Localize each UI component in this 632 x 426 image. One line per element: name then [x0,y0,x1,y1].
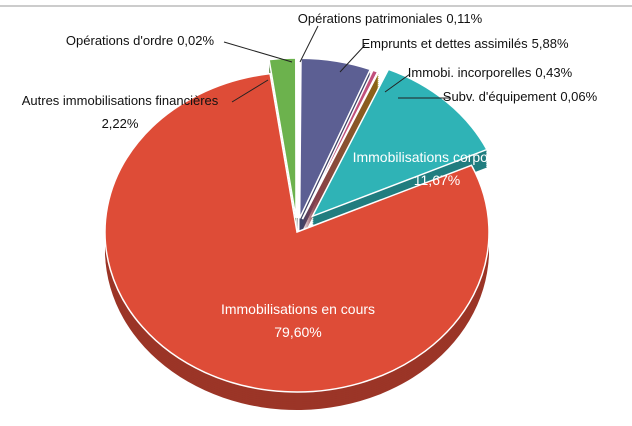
value-label: 0,11% [446,11,482,26]
category-label: Opérations d'ordre [66,33,173,48]
value-label: 5,88% [532,36,569,51]
value-label: 0,06% [560,89,597,104]
value-label: 0,02% [177,33,214,48]
category-label: Immobilisations corporelles [353,149,522,165]
category-label: Autres immobilisations financières [22,93,219,108]
slice-label: Emprunts et dettes assimilés 5,88% [361,36,568,51]
leader-line [231,79,269,103]
category-label: Immobi. incorporelles [408,65,532,80]
slice [310,68,488,218]
value-label: 11,67% [414,172,460,188]
leader-line [223,41,293,63]
slice [301,71,380,220]
slice-side [302,83,379,232]
labels: Opérations patrimoniales 0,11% Emprunts et… [22,11,598,339]
pie [104,57,490,410]
slice-label: Autres immobilisations financières 2,22% [22,93,219,131]
value-label: 2,22% [102,116,139,131]
slice [268,57,297,219]
slice-side [302,73,379,222]
slice-label: Immobilisations corporelles 11,67% [353,149,522,188]
slice-label: Opérations d'ordre 0,02% [66,33,215,48]
category-label: Emprunts et dettes assimilés [361,36,528,51]
slice [104,72,490,393]
slice-label: Opérations patrimoniales 0,11% [298,11,483,26]
category-label: Opérations patrimoniales [298,11,443,26]
slice-side [302,79,379,228]
value-label: 0,43% [535,65,572,80]
slice-label: Immobilisations en cours 79,60% [221,301,375,340]
slice [298,57,372,219]
category-label: Subv. d'équipement [443,89,557,104]
leader-line [384,73,411,93]
value-label: 79,60% [274,324,321,340]
slice-side [302,81,379,230]
leader-line [299,25,319,63]
slice-label: Immobi. incorporelles 0,43% [408,65,573,80]
slice-label: Subv. d'équipement 0,06% [443,89,598,104]
leader-line [339,44,366,73]
slice-side [302,77,379,226]
category-label: Immobilisations en cours [221,301,375,317]
slice-side [302,85,379,234]
slice-side [302,75,379,224]
